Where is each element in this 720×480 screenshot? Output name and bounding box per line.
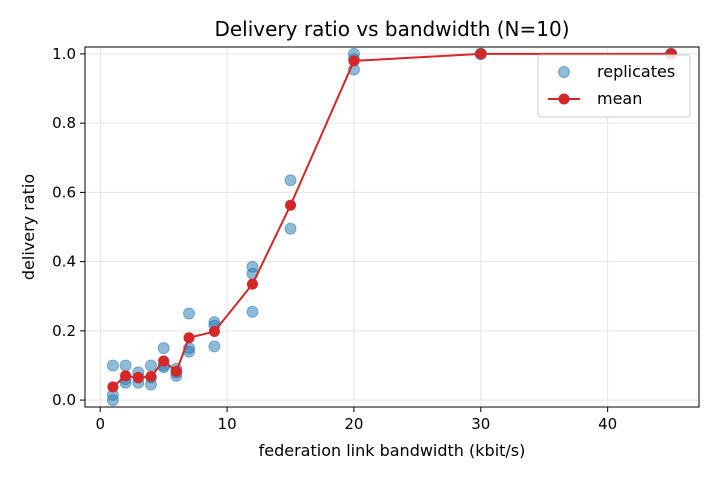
replicate-point bbox=[144, 359, 157, 372]
mean-point bbox=[475, 48, 487, 60]
replicate-point bbox=[246, 305, 259, 318]
replicate-point bbox=[284, 174, 297, 187]
mean-point bbox=[107, 381, 119, 393]
chart-title: Delivery ratio vs bandwidth (N=10) bbox=[214, 17, 569, 41]
mean-point bbox=[208, 326, 220, 338]
mean-point bbox=[348, 55, 360, 67]
replicate-point bbox=[183, 307, 196, 320]
legend-box bbox=[537, 54, 691, 118]
replicate-point bbox=[119, 359, 132, 372]
legend-replicates-label: replicates bbox=[597, 62, 675, 81]
y-tick-label: 0.6 bbox=[52, 183, 76, 201]
mean-point bbox=[170, 365, 182, 377]
x-tick-label: 20 bbox=[344, 415, 363, 433]
mean-point bbox=[120, 370, 132, 382]
x-axis-label: federation link bandwidth (kbit/s) bbox=[259, 441, 526, 460]
replicate-point bbox=[157, 342, 170, 355]
mean-point bbox=[158, 355, 170, 367]
mean-point bbox=[132, 372, 144, 384]
y-tick-label: 0.2 bbox=[52, 322, 76, 340]
replicate-point bbox=[106, 359, 119, 372]
legend-mean-label: mean bbox=[597, 89, 642, 108]
y-tick-label: 0.4 bbox=[52, 253, 76, 271]
y-tick-label: 0.8 bbox=[52, 114, 76, 132]
mean-point bbox=[246, 278, 258, 290]
replicate-point bbox=[208, 340, 221, 353]
x-tick-label: 0 bbox=[95, 415, 105, 433]
mean-point bbox=[285, 199, 297, 211]
axis-ticks: 0 10 20 30 40 0.0 0.2 0.4 0.6 0.8 1.0 bbox=[52, 45, 617, 433]
y-tick-label: 1.0 bbox=[52, 45, 76, 63]
legend: replicates mean bbox=[537, 54, 691, 118]
x-tick-label: 10 bbox=[218, 415, 237, 433]
replicate-point bbox=[246, 260, 259, 273]
plot-frame bbox=[84, 46, 700, 408]
replicate-point bbox=[284, 222, 297, 235]
legend-replicates-marker bbox=[558, 66, 570, 78]
x-tick-label: 40 bbox=[598, 415, 617, 433]
legend-mean-marker bbox=[558, 93, 570, 105]
y-tick-label: 0.0 bbox=[52, 391, 76, 409]
y-axis-label: delivery ratio bbox=[19, 174, 38, 280]
x-tick-label: 30 bbox=[471, 415, 490, 433]
mean-point bbox=[145, 371, 157, 383]
mean-point bbox=[183, 332, 195, 344]
